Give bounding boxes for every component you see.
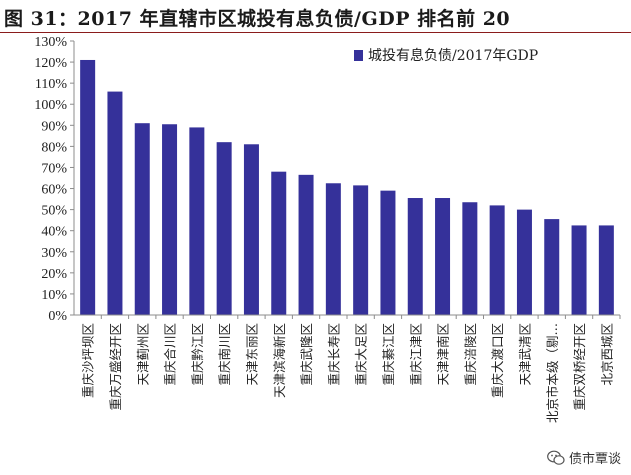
- x-tick-label: 重庆沙坪坝区: [81, 323, 96, 398]
- x-tick-label: 重庆大足区: [354, 323, 369, 386]
- figure-title: 图 31：2017 年直辖市区城投有息负债/GDP 排名前 20: [4, 8, 511, 30]
- y-axis: 0% 10% 20% 30% 40% 50% 60% 70% 80% 90% 100% 110% 120…: [34, 35, 75, 324]
- y-tick-label: 130%: [34, 35, 67, 50]
- bar: [516, 209, 532, 315]
- bar: [353, 185, 369, 315]
- legend: 城投有息负债/2017年GDP: [354, 47, 538, 64]
- title-divider: [0, 32, 631, 33]
- bar: [216, 142, 232, 315]
- y-tick-label: 100%: [34, 98, 67, 113]
- watermark-text: 债市覃谈: [568, 452, 621, 467]
- bar: [407, 198, 423, 315]
- bar: [80, 59, 96, 315]
- x-tick-label: 重庆长寿区: [326, 323, 341, 386]
- x-tick-label: 重庆黔江区: [190, 323, 205, 386]
- y-tick-label: 70%: [41, 161, 67, 176]
- y-tick-label: 60%: [41, 183, 67, 198]
- bar: [598, 225, 614, 315]
- legend-swatch: [354, 50, 363, 61]
- x-tick-label: 重庆万盛经开区: [108, 323, 123, 411]
- y-tick-label: 90%: [41, 119, 67, 134]
- x-tick-label: 天津滨海新区: [272, 323, 287, 398]
- x-tick-label: 重庆涪陵区: [463, 323, 478, 386]
- x-axis: 重庆沙坪坝区 重庆万盛经开区 天津蓟州区 重庆合川区 重庆黔江区 重庆南川区 天津东丽区 天津…: [74, 314, 621, 423]
- x-tick-label: 天津东丽区: [244, 323, 259, 386]
- bar: [380, 190, 396, 315]
- bar: [134, 123, 150, 315]
- x-tick-label: 天津蓟州区: [135, 323, 150, 386]
- y-tick-label: 20%: [41, 267, 67, 282]
- x-tick-label: 重庆双桥经开区: [572, 323, 587, 411]
- x-tick-label: 北京市本级（剔…: [545, 323, 560, 423]
- bar: [462, 202, 478, 315]
- x-tick-label: 天津津南区: [436, 323, 451, 386]
- bar: [271, 171, 287, 315]
- y-tick-label: 80%: [41, 140, 67, 155]
- bar: [243, 144, 259, 315]
- bar: [489, 205, 505, 315]
- x-tick-label: 天津武清区: [517, 323, 532, 386]
- bar: [544, 219, 560, 315]
- bar: [162, 124, 178, 315]
- bar: [435, 198, 451, 315]
- x-tick-label: 重庆合川区: [163, 323, 178, 386]
- bar: [571, 225, 587, 315]
- wechat-icon: [547, 450, 565, 465]
- x-tick-label: 重庆大渡口区: [490, 323, 505, 398]
- x-tick-label: 重庆江津区: [408, 323, 423, 386]
- watermark: 债市覃谈: [542, 446, 625, 469]
- y-tick-label: 30%: [41, 246, 67, 261]
- y-tick-label: 50%: [41, 204, 67, 219]
- y-tick-label: 110%: [35, 77, 67, 92]
- x-tick-label: 重庆南川区: [217, 323, 232, 386]
- bar: [325, 183, 341, 315]
- bar: [189, 127, 205, 315]
- bars-group: [80, 59, 614, 315]
- bar: [107, 91, 123, 315]
- y-tick-label: 10%: [41, 288, 67, 303]
- x-tick-label: 重庆綦江区: [381, 323, 396, 386]
- x-tick-label: 北京西城区: [599, 323, 614, 386]
- y-tick-label: 40%: [41, 225, 67, 240]
- y-tick-label: 0%: [48, 309, 67, 324]
- bar: [298, 174, 314, 315]
- legend-label: 城投有息负债/2017年GDP: [368, 47, 538, 64]
- x-tick-label: 重庆武隆区: [299, 323, 314, 386]
- y-tick-label: 120%: [34, 56, 67, 71]
